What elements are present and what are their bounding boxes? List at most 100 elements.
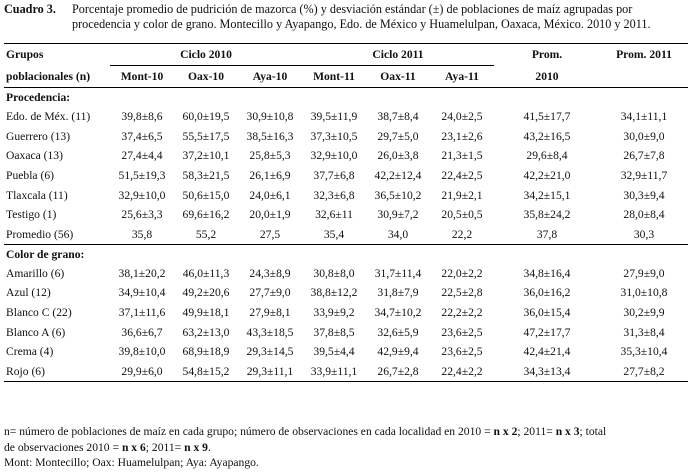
caption-line-1: Cuadro 3. Porcentaje promedio de pudrició… xyxy=(4,2,688,17)
table-cell: 32,6±5,9 xyxy=(377,325,419,339)
table-cell: 32,9±10,0 xyxy=(310,149,358,163)
note-formula: n x 3 xyxy=(555,425,580,438)
table-cell: 69,6±16,2 xyxy=(182,208,230,222)
table-cell: 60,0±19,5 xyxy=(182,109,230,123)
table-cell: 34,9±10,4 xyxy=(118,286,166,300)
table-cell: 42,9±9,4 xyxy=(377,345,419,359)
table-cell: 39,8±8,6 xyxy=(121,109,163,123)
table-row: Oaxaca (13) 27,4±4,4 37,2±10,1 25,8±5,3 32,9… xyxy=(4,146,688,166)
table-cell: 34,1±11,1 xyxy=(620,109,668,123)
table-cell: 27,9±8,1 xyxy=(249,306,291,320)
table-row: Crema (4) 39,8±10,0 68,9±18,9 29,3±14,5 39,5… xyxy=(4,342,688,362)
note-text: ; total xyxy=(579,425,607,438)
table-cell: 30,9±7,2 xyxy=(377,208,419,222)
table-cell: 27,7±8,2 xyxy=(600,361,688,382)
table-cell: 27,7±9,0 xyxy=(249,286,291,300)
table-row: Blanco A (6) 36,6±6,7 63,2±13,0 43,3±18,5 37… xyxy=(4,322,688,342)
table-cell: 31,8±7,9 xyxy=(377,286,419,300)
table-cell: 25,8±5,3 xyxy=(249,149,291,163)
table-cell: 58,3±21,5 xyxy=(182,168,230,182)
table-cell: 26,1±6,9 xyxy=(249,168,291,182)
table-cell: 27,9±9,0 xyxy=(623,266,665,280)
table-cell: 38,1±20,2 xyxy=(118,266,166,280)
table-cell: 36,6±6,7 xyxy=(121,325,163,339)
row-label: Rojo (6) xyxy=(4,361,110,382)
table-cell: 27,5 xyxy=(238,224,302,245)
row-label: Oaxaca (13) xyxy=(6,149,63,163)
table-cell: 39,5±4,4 xyxy=(313,345,355,359)
table-cell: 26,7±2,8 xyxy=(366,361,430,382)
note-text: ; 2011= xyxy=(517,425,556,438)
prom-2011-header: Prom. 2011 xyxy=(600,43,688,66)
table-cell: 34,8±16,4 xyxy=(523,266,571,280)
table-cell: 31,3±8,4 xyxy=(623,325,665,339)
table-row: Edo. de Méx. (11) 39,8±8,6 60,0±19,5 30,9±1… xyxy=(4,107,688,127)
table-cell: 37,8 xyxy=(494,224,600,245)
table-cell: 26,0±3,8 xyxy=(377,149,419,163)
table-cell: 22,0±2,2 xyxy=(441,266,483,280)
table-cell: 63,2±13,0 xyxy=(182,325,230,339)
note-formula: n x 9 xyxy=(184,440,208,454)
notes-line-1: n= número de poblaciones de maíz en cada… xyxy=(4,424,688,440)
row-label: Puebla (6) xyxy=(6,168,54,182)
table-cell: 47,2±17,7 xyxy=(523,325,571,339)
table-cell: 29,6±8,4 xyxy=(526,149,568,163)
table-cell: 41,5±17,7 xyxy=(523,109,571,123)
section-header-row: Procedencia: xyxy=(4,88,688,107)
table-cell: 30,9±10,8 xyxy=(246,109,294,123)
row-label: Testigo (1) xyxy=(6,208,57,222)
table-cell: 39,5±11,9 xyxy=(310,109,358,123)
table-cell: 35,4 xyxy=(302,224,366,245)
table-cell: 31,0±10,8 xyxy=(620,286,668,300)
table-cell: 29,9±6,0 xyxy=(110,361,174,382)
table-cell: 42,2±12,4 xyxy=(374,168,422,182)
table-cell: 55,5±17,5 xyxy=(182,129,230,143)
subheader-aya-10: Aya-10 xyxy=(238,65,302,88)
table-cell: 37,7±6,8 xyxy=(313,168,355,182)
table-cell: 32,9±11,7 xyxy=(620,168,668,182)
table-cell: 24,3±8,9 xyxy=(249,266,291,280)
table-cell: 22,2 xyxy=(430,224,494,245)
table-cell: 22,2±2,2 xyxy=(441,306,483,320)
cycle-2011-header: Ciclo 2011 xyxy=(302,43,494,66)
table-cell: 21,3±1,5 xyxy=(441,149,483,163)
note-text: n= número de poblaciones de maíz en cada… xyxy=(4,425,494,438)
table-row: Testigo (1) 25,6±3,3 69,6±16,2 20,0±1,9 32,6… xyxy=(4,205,688,225)
subheader-mont-11: Mont-11 xyxy=(302,65,366,88)
table-cell: 36,0±15,4 xyxy=(523,306,571,320)
table-cell: 21,9±2,1 xyxy=(441,188,483,202)
table-cell: 51,5±19,3 xyxy=(118,168,166,182)
table-cell: 49,2±20,6 xyxy=(182,286,230,300)
table-cell: 49,9±18,1 xyxy=(182,306,230,320)
table-cell: 38,7±8,4 xyxy=(377,109,419,123)
row-label: Crema (4) xyxy=(6,345,54,359)
row-label: Blanco A (6) xyxy=(6,325,66,339)
table-cell: 36,0±16,2 xyxy=(523,286,571,300)
table-cell: 35,8 xyxy=(110,224,174,245)
table-cell: 43,3±18,5 xyxy=(246,325,294,339)
table-cell: 22,4±2,5 xyxy=(441,168,483,182)
table-cell: 38,8±12,2 xyxy=(310,286,358,300)
table-row: Amarillo (6) 38,1±20,2 46,0±11,3 24,3±8,9 30… xyxy=(4,263,688,283)
table-cell: 23,6±2,5 xyxy=(441,345,483,359)
note-text: . xyxy=(207,440,211,454)
table-cell: 23,1±2,6 xyxy=(441,129,483,143)
table-notes: n= número de poblaciones de maíz en cada… xyxy=(4,424,688,471)
table-cell: 34,3±13,4 xyxy=(494,361,600,382)
table-cell: 20,0±1,9 xyxy=(249,208,291,222)
table-row: Puebla (6) 51,5±19,3 58,3±21,5 26,1±6,9 37,7… xyxy=(4,166,688,186)
table-cell: 29,7±5,0 xyxy=(377,129,419,143)
section-title: Color de grano: xyxy=(6,247,85,261)
table-cell: 42,4±21,4 xyxy=(523,345,571,359)
table-cell: 54,8±15,2 xyxy=(174,361,238,382)
table-cell: 30,8±8,0 xyxy=(313,266,355,280)
prom-2010-header-2: 2010 xyxy=(494,65,600,88)
subheader-mont-10: Mont-10 xyxy=(110,65,174,88)
table-cell: 50,6±15,0 xyxy=(182,188,230,202)
table-cell: 30,3±9,4 xyxy=(623,188,665,202)
group-col-header-2: poblacionales (n) xyxy=(4,65,110,88)
header-spacer xyxy=(600,65,688,88)
table-cell: 31,7±11,4 xyxy=(374,266,422,280)
section-header-row: Color de grano: xyxy=(4,244,688,263)
caption-text-2: procedencia y color de grano. Montecillo… xyxy=(72,17,651,31)
